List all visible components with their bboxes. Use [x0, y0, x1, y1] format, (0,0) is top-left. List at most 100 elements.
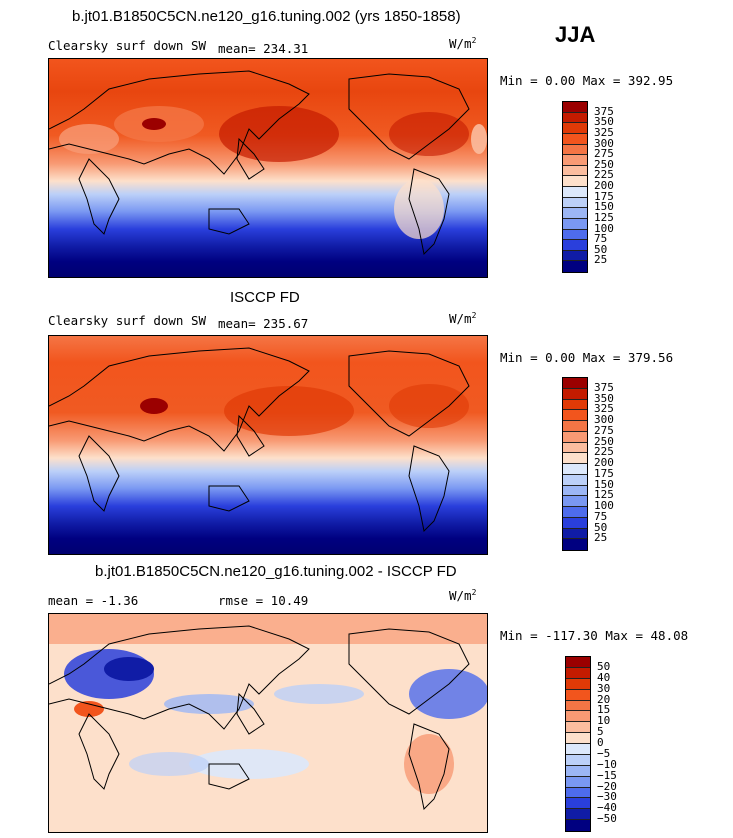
colorbar-label: 300	[594, 136, 614, 150]
colorbar-label: 275	[594, 423, 614, 437]
panel1-map	[48, 58, 488, 278]
colorbar-label: 0	[597, 736, 604, 749]
panel2-title: ISCCP FD	[230, 289, 300, 306]
colorbar-segment	[566, 754, 590, 766]
colorbar-label: −50	[597, 812, 617, 826]
colorbar-label: 225	[594, 445, 614, 459]
colorbar-segment	[563, 496, 587, 507]
colorbar-segment	[563, 155, 587, 166]
colorbar-label: 15	[597, 703, 611, 717]
colorbar-label: 125	[594, 210, 614, 224]
panel3-units: W/m2	[449, 588, 477, 604]
colorbar-segment	[563, 165, 587, 177]
colorbar-segment	[566, 722, 590, 734]
panel3-colorbar	[565, 656, 591, 832]
panel3-map-svg	[49, 614, 487, 832]
panel1-mean: mean= 234.31	[218, 41, 309, 56]
panel1-units: W/m2	[449, 36, 477, 52]
colorbar-segment	[566, 689, 590, 701]
colorbar-segment	[566, 820, 590, 831]
colorbar-label: 50	[594, 520, 608, 534]
colorbar-label: 200	[594, 456, 614, 469]
colorbar-label: 40	[597, 670, 611, 684]
colorbar-label: −15	[597, 768, 617, 782]
colorbar-segment	[563, 378, 587, 389]
colorbar-segment	[563, 208, 587, 219]
colorbar-label: −40	[597, 801, 617, 815]
colorbar-segment	[563, 421, 587, 432]
colorbar-label: 25	[594, 253, 608, 267]
colorbar-segment	[563, 102, 587, 113]
colorbar-segment	[563, 250, 587, 262]
panel2-map	[48, 335, 488, 555]
colorbar-segment	[563, 187, 587, 198]
colorbar-segment	[563, 517, 587, 529]
panel3-minmax: Min = -117.30 Max = 48.08	[500, 628, 689, 643]
colorbar-segment	[563, 528, 587, 540]
colorbar-label: 150	[594, 200, 614, 214]
colorbar-segment	[563, 539, 587, 550]
panel3-title: b.jt01.B1850C5CN.ne120_g16.tuning.002 - …	[95, 563, 457, 580]
colorbar-segment	[563, 229, 587, 241]
colorbar-label: 150	[594, 477, 614, 491]
colorbar-label: 250	[594, 157, 614, 171]
colorbar-segment	[566, 733, 590, 744]
colorbar-segment	[563, 442, 587, 454]
colorbar-segment	[563, 144, 587, 156]
colorbar-label: 225	[594, 168, 614, 182]
colorbar-segment	[566, 711, 590, 723]
panel2-field-label: Clearsky surf down SW	[48, 313, 207, 328]
colorbar-segment	[563, 133, 587, 145]
colorbar-label: 125	[594, 488, 614, 502]
colorbar-label: 75	[594, 509, 608, 523]
colorbar-segment	[563, 240, 587, 251]
colorbar-label: −5	[597, 746, 611, 760]
panel2-map-svg	[49, 336, 487, 554]
colorbar-segment	[563, 431, 587, 443]
colorbar-segment	[566, 700, 590, 712]
colorbar-segment	[566, 809, 590, 821]
colorbar-label: 50	[594, 242, 608, 256]
colorbar-label: 10	[597, 714, 611, 728]
colorbar-segment	[563, 453, 587, 464]
colorbar-label: 50	[597, 659, 611, 673]
colorbar-segment	[563, 123, 587, 134]
colorbar-segment	[566, 787, 590, 799]
panel2-minmax: Min = 0.00 Max = 379.56	[500, 350, 674, 365]
panel2-units: W/m2	[449, 311, 477, 327]
colorbar-label: 350	[594, 391, 614, 405]
colorbar-label: 375	[594, 380, 614, 394]
colorbar-label: 100	[594, 221, 614, 235]
colorbar-segment	[563, 112, 587, 124]
colorbar-label: 5	[597, 725, 604, 739]
colorbar-segment	[566, 657, 590, 668]
colorbar-segment	[563, 261, 587, 272]
panel1-minmax: Min = 0.00 Max = 392.95	[500, 73, 674, 88]
colorbar-segment	[566, 776, 590, 788]
colorbar-segment	[563, 218, 587, 230]
colorbar-label: 75	[594, 232, 608, 246]
colorbar-segment	[566, 667, 590, 679]
colorbar-label: 325	[594, 125, 614, 139]
colorbar-label: 100	[594, 499, 614, 512]
colorbar-label: 250	[594, 434, 614, 448]
colorbar-label: −10	[597, 757, 617, 771]
colorbar-label: 325	[594, 402, 614, 416]
colorbar-label: 175	[594, 466, 614, 480]
colorbar-label: 350	[594, 115, 614, 129]
panel2-mean: mean= 235.67	[218, 316, 309, 331]
colorbar-label: 300	[594, 413, 614, 426]
colorbar-segment	[566, 744, 590, 755]
colorbar-segment	[563, 464, 587, 475]
panel1-title: b.jt01.B1850C5CN.ne120_g16.tuning.002 (y…	[72, 8, 461, 25]
colorbar-segment	[566, 798, 590, 810]
colorbar-segment	[566, 678, 590, 690]
colorbar-label: −30	[597, 790, 617, 804]
colorbar-label: 20	[597, 692, 611, 706]
panel1-field-label: Clearsky surf down SW	[48, 38, 207, 53]
panel3-map	[48, 613, 488, 833]
panel1-colorbar	[562, 101, 588, 273]
colorbar-segment	[563, 197, 587, 209]
panel3-mean: mean = -1.36	[48, 593, 139, 608]
panel1-map-svg	[49, 59, 487, 277]
